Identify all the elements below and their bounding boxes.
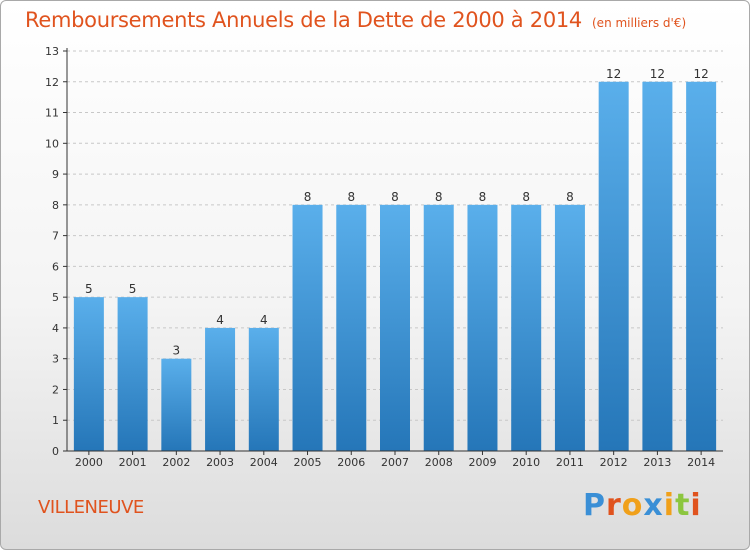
y-tick-label: 12 <box>45 76 59 89</box>
x-tick-label: 2013 <box>643 456 671 469</box>
data-label: 8 <box>347 190 355 204</box>
bar <box>642 81 673 452</box>
logo-letter: i <box>663 488 676 523</box>
data-label: 8 <box>391 190 399 204</box>
logo-letter: P <box>583 488 606 523</box>
bar <box>380 204 410 451</box>
x-tick-label: 2009 <box>468 456 496 469</box>
commune-name: VILLENEUVE <box>38 497 144 518</box>
logo-letter: r <box>606 488 622 523</box>
data-label: 8 <box>566 190 574 204</box>
y-tick-label: 4 <box>52 322 59 335</box>
bars <box>73 81 717 452</box>
bar <box>423 204 454 451</box>
bar <box>336 204 367 451</box>
bar <box>292 204 323 451</box>
x-tick-label: 2011 <box>556 456 584 469</box>
axes <box>63 48 723 455</box>
x-tick-label: 2005 <box>294 456 322 469</box>
bar <box>248 327 279 451</box>
y-tick-label: 0 <box>52 445 59 458</box>
data-label: 12 <box>606 67 621 81</box>
x-tick-label: 2001 <box>119 456 147 469</box>
bar <box>686 81 717 452</box>
chart-title-block: Remboursements Annuels de la Dette de 20… <box>25 8 686 32</box>
data-label: 8 <box>435 190 443 204</box>
logo-letter: t <box>675 488 691 523</box>
bar <box>117 297 148 451</box>
y-tick-label: 8 <box>52 199 59 212</box>
data-label: 5 <box>85 282 93 296</box>
logo-letter: o <box>621 488 644 523</box>
y-tick-label: 2 <box>52 383 59 396</box>
chart-title: Remboursements Annuels de la Dette de 20… <box>25 8 582 32</box>
data-label: 3 <box>173 344 181 358</box>
data-label: 5 <box>129 282 137 296</box>
data-label: 8 <box>522 190 530 204</box>
bar <box>598 81 629 452</box>
proxiti-logo: Proxiti <box>583 488 702 523</box>
x-tick-label: 2008 <box>425 456 453 469</box>
bar <box>161 358 192 451</box>
y-tick-label: 3 <box>52 353 59 366</box>
y-tick-label: 1 <box>52 414 59 427</box>
y-tick-label: 10 <box>45 137 59 150</box>
data-label: 8 <box>479 190 487 204</box>
x-tick-label: 2002 <box>162 456 190 469</box>
x-tick-label: 2007 <box>381 456 409 469</box>
bar <box>73 297 104 451</box>
x-tick-label: 2003 <box>206 456 234 469</box>
bar <box>467 204 498 451</box>
data-label: 4 <box>216 313 224 327</box>
y-tick-label: 13 <box>45 45 59 58</box>
data-label: 12 <box>693 67 708 81</box>
logo-letter: i <box>690 488 702 523</box>
data-label: 8 <box>304 190 312 204</box>
labels: 0123456789101112135200052001320024200342… <box>45 45 715 469</box>
y-tick-label: 7 <box>52 230 59 243</box>
y-tick-label: 6 <box>52 260 59 273</box>
data-label: 4 <box>260 313 268 327</box>
x-tick-label: 2006 <box>337 456 365 469</box>
x-tick-label: 2014 <box>687 456 715 469</box>
x-tick-label: 2000 <box>75 456 103 469</box>
x-tick-label: 2010 <box>512 456 540 469</box>
logo-letter: x <box>643 488 664 523</box>
y-tick-label: 5 <box>52 291 59 304</box>
bar <box>554 204 585 451</box>
y-tick-label: 11 <box>45 107 59 120</box>
x-tick-label: 2012 <box>600 456 628 469</box>
bar <box>205 327 236 451</box>
chart-unit: (en milliers d'€) <box>592 16 687 30</box>
y-tick-label: 9 <box>52 168 59 181</box>
data-label: 12 <box>650 67 665 81</box>
bar <box>511 204 542 451</box>
x-tick-label: 2004 <box>250 456 278 469</box>
